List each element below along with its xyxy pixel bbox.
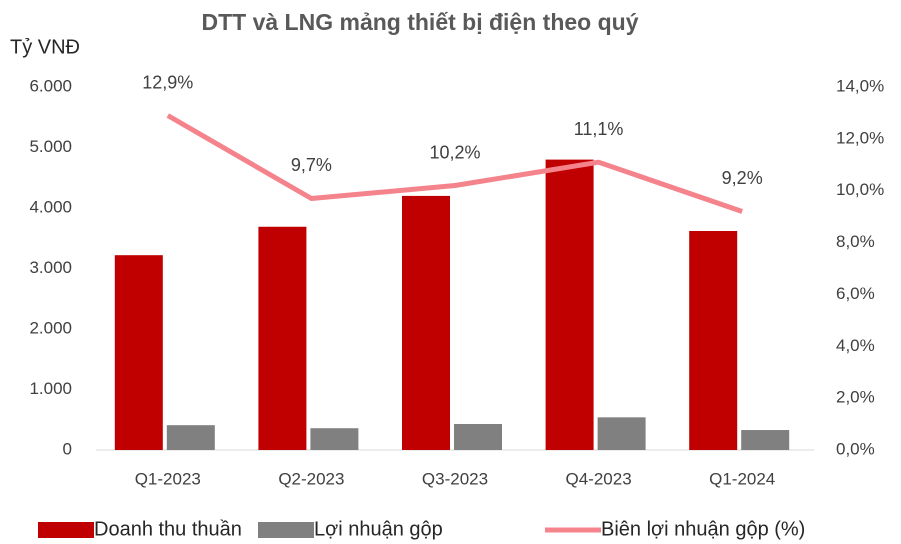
- line: [166, 113, 744, 214]
- bar: [741, 430, 790, 450]
- data-label: 9,7%: [291, 155, 332, 175]
- y-tick-label: 0: [63, 439, 72, 458]
- bar: [258, 226, 307, 450]
- y2-tick-label: 2,0%: [836, 388, 875, 407]
- y2-tick-label: 8,0%: [836, 232, 875, 251]
- y-tick-label: 5.000: [29, 137, 72, 156]
- y2-tick-label: 12,0%: [836, 128, 884, 147]
- y2-tick-label: 14,0%: [836, 76, 884, 95]
- x-tick-label: Q1-2024: [709, 469, 775, 488]
- x-tick-label: Q4-2023: [566, 469, 632, 488]
- y2-tick-label: 0,0%: [836, 439, 875, 458]
- y-axis-label: Tỷ VNĐ: [10, 36, 80, 58]
- bar: [114, 255, 163, 450]
- data-label: 12,9%: [142, 72, 193, 92]
- legend-label: Doanh thu thuần: [94, 518, 242, 540]
- y2-tick-label: 6,0%: [836, 284, 875, 303]
- chart-title: DTT và LNG mảng thiết bị điện theo quý: [201, 9, 638, 35]
- y-tick-label: 1.000: [29, 379, 72, 398]
- bar: [402, 195, 450, 450]
- y-tick-label: 2.000: [29, 318, 72, 337]
- y-tick-label: 3.000: [29, 258, 72, 277]
- legend-label: Biên lợi nhuận gộp (%): [601, 518, 805, 540]
- data-label: 10,2%: [429, 142, 480, 162]
- bar: [454, 423, 502, 450]
- bar: [689, 230, 738, 450]
- x-tick-label: Q2-2023: [278, 469, 344, 488]
- bar: [310, 428, 359, 450]
- legend-label: Lợi nhuận gộp: [314, 518, 443, 540]
- data-label: 11,1%: [574, 119, 624, 139]
- bar: [597, 417, 646, 450]
- legend-swatch: [258, 522, 314, 538]
- y2-tick-label: 4,0%: [836, 336, 875, 355]
- y-tick-label: 6.000: [29, 76, 72, 95]
- data-label: 9,2%: [722, 168, 763, 188]
- bar: [166, 425, 215, 450]
- y-tick-label: 4.000: [29, 197, 72, 216]
- x-tick-label: Q1-2023: [135, 469, 201, 488]
- x-tick-label: Q3-2023: [422, 469, 488, 488]
- bar: [545, 159, 594, 450]
- y2-tick-label: 10,0%: [836, 180, 884, 199]
- legend-swatch: [38, 522, 94, 538]
